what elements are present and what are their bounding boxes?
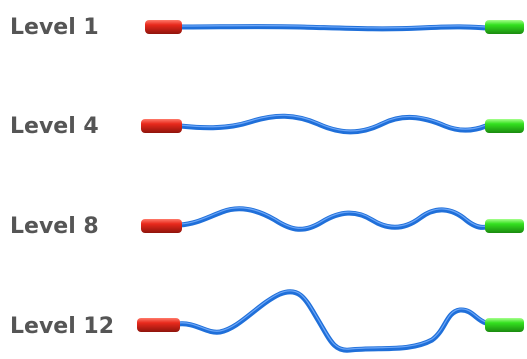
level-4-row: Level 4	[10, 113, 524, 139]
red-connector-icon	[141, 119, 182, 133]
red-connector-icon	[137, 318, 180, 332]
level-4-cable	[177, 113, 489, 135]
green-connector-icon	[485, 318, 524, 332]
green-connector-icon	[485, 119, 524, 133]
level-4-label: Level 4	[10, 114, 99, 139]
level-12-cable-highlight	[177, 290, 487, 350]
red-connector-icon	[141, 219, 182, 233]
green-connector-icon	[485, 20, 524, 34]
level-1-row: Level 1	[10, 15, 524, 40]
red-connector-icon	[145, 20, 182, 34]
level-12-label: Level 12	[10, 314, 114, 339]
level-1-label: Level 1	[10, 15, 99, 40]
level-12-row: Level 12	[10, 289, 524, 353]
level-8-label: Level 8	[10, 214, 99, 239]
green-connector-icon	[485, 219, 524, 233]
level-12-cable	[175, 289, 489, 353]
level-8-cable	[177, 206, 489, 232]
level-1-cable-highlight	[179, 24, 487, 29]
level-4-cable-highlight	[179, 114, 487, 132]
level-8-row: Level 8	[10, 206, 524, 239]
level-8-cable-highlight	[179, 207, 487, 229]
level-1-cable	[177, 24, 489, 32]
